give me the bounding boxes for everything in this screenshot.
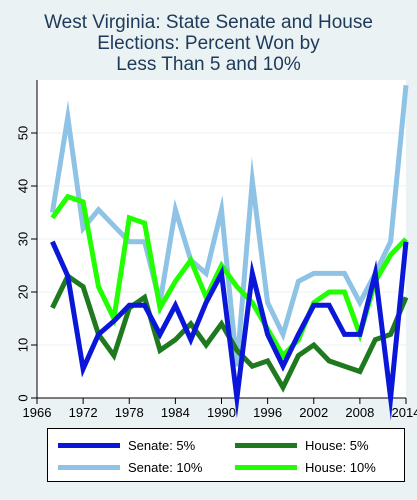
x-tick-label-2014: 2014 (392, 405, 417, 420)
legend-swatch-house-10 (235, 464, 297, 470)
line-chart: 0 10 20 30 40 50 1966 1972 1978 1984 1990 1996 2002 2… (16, 80, 417, 421)
legend: Senate: 5% House: 5% Senate: 10% House: … (47, 428, 405, 482)
series-line-senate-5 (50, 240, 409, 421)
y-tick-label-0: 0 (16, 394, 31, 401)
y-tick-label-10: 10 (16, 338, 31, 352)
y-tick-label-30: 30 (16, 232, 31, 246)
chart-title-line-2: Elections: Percent Won by (97, 33, 320, 54)
legend-label-house-10: House: 10% (305, 459, 376, 475)
y-tick-label-20: 20 (16, 285, 31, 299)
series-line-house-10 (50, 193, 408, 360)
chart-title-line-3: Less Than 5 and 10% (116, 54, 301, 75)
legend-item-house-5: House: 5% (235, 436, 369, 454)
legend-swatch-senate-5 (58, 442, 120, 448)
x-tick-label-2002: 2002 (299, 405, 328, 420)
axes: 0 10 20 30 40 50 1966 1972 1978 1984 1990 1996 2002 2… (16, 80, 417, 420)
legend-item-senate-5: Senate: 5% (58, 436, 195, 454)
legend-swatch-house-5 (235, 442, 297, 448)
legend-label-senate-10: Senate: 10% (128, 459, 203, 475)
x-tick-label-1984: 1984 (161, 405, 190, 420)
series-line-senate-10 (49, 85, 409, 367)
legend-swatch-senate-10 (58, 464, 120, 470)
x-tick-label-2008: 2008 (345, 405, 374, 420)
chart-title-line-1: West Virginia: State Senate and House (44, 12, 373, 33)
legend-label-senate-5: Senate: 5% (128, 437, 196, 453)
x-tick-label-1972: 1972 (69, 405, 98, 420)
y-tick-label-40: 40 (16, 179, 31, 193)
legend-item-house-10: House: 10% (235, 458, 376, 476)
chart-title: West Virginia: State Senate and House El… (0, 12, 417, 75)
series (49, 85, 409, 421)
legend-label-house-5: House: 5% (305, 437, 369, 453)
x-tick-label-1978: 1978 (115, 405, 144, 420)
legend-item-senate-10: Senate: 10% (58, 458, 202, 476)
x-tick-label-1990: 1990 (207, 405, 236, 420)
x-tick-label-1996: 1996 (253, 405, 282, 420)
y-tick-label-50: 50 (16, 126, 31, 140)
x-tick-label-1966: 1966 (23, 405, 52, 420)
